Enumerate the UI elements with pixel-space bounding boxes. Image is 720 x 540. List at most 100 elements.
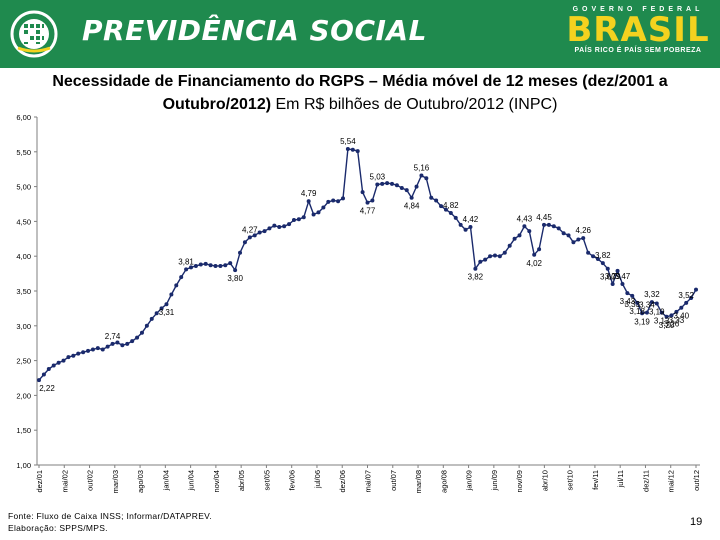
data-point (674, 309, 679, 314)
data-label: 3,40 (674, 312, 690, 321)
data-point (414, 184, 419, 189)
data-point (130, 339, 135, 344)
data-point (37, 378, 41, 383)
y-tick-label: 6,00 (16, 113, 31, 122)
x-tick-label: abr/10 (540, 470, 549, 491)
data-point (424, 176, 429, 181)
data-point (654, 301, 659, 306)
data-point (517, 233, 522, 238)
data-label: 4,27 (242, 225, 258, 234)
x-tick-label: nov/09 (515, 470, 524, 493)
x-tick-label: out/07 (389, 470, 398, 491)
data-point (478, 259, 483, 264)
chart-title-unit: Em R$ bilhões de Outubro/2012 (INPC) (275, 96, 558, 113)
x-tick-label: fev/06 (288, 470, 297, 490)
data-point (458, 222, 463, 227)
data-point (605, 266, 610, 271)
x-tick-label: jun/04 (187, 470, 196, 491)
x-tick-label: set/05 (262, 470, 271, 490)
data-label: 3,32 (644, 290, 660, 299)
data-point (267, 226, 272, 231)
data-label: 3,31 (159, 308, 175, 317)
x-tick-label: mar/03 (111, 470, 120, 493)
data-point (394, 183, 399, 188)
data-point (507, 243, 512, 248)
data-point (492, 253, 497, 258)
series-line (38, 148, 697, 381)
data-point (532, 252, 537, 257)
data-point (282, 224, 287, 229)
data-point (321, 205, 326, 210)
data-point (71, 353, 76, 358)
data-point (90, 347, 95, 352)
data-point (238, 250, 243, 255)
data-label: 3,60 (600, 273, 616, 282)
data-point (640, 311, 645, 316)
data-point (380, 181, 385, 186)
x-tick-label: fev/11 (591, 470, 600, 490)
data-point (488, 254, 493, 259)
data-label: 3,43 (620, 297, 636, 306)
data-point (125, 341, 130, 346)
data-point (473, 266, 478, 271)
y-tick-label: 1,50 (16, 426, 31, 435)
data-point (370, 198, 375, 203)
header-banner: PREVIDÊNCIA SOCIAL GOVERNO FEDERAL BRASI… (0, 0, 720, 68)
x-tick-label: mai/12 (667, 470, 676, 493)
data-label: 4,84 (404, 202, 420, 211)
data-point (630, 293, 635, 298)
data-label: 3,81 (178, 257, 194, 266)
data-label: 3,47 (615, 272, 631, 281)
data-point (600, 261, 605, 266)
data-point (174, 283, 179, 288)
y-tick-label: 3,50 (16, 287, 31, 296)
y-tick-label: 5,50 (16, 148, 31, 157)
y-tick-label: 4,50 (16, 217, 31, 226)
data-point (463, 227, 468, 232)
y-tick-label: 2,50 (16, 357, 31, 366)
data-label: 3,79 (605, 272, 621, 281)
data-point (61, 358, 66, 363)
data-point (179, 275, 184, 280)
data-point (453, 215, 458, 220)
data-point (448, 211, 453, 216)
data-point (434, 198, 439, 203)
data-point (193, 263, 198, 268)
data-point (144, 323, 149, 328)
data-point (443, 207, 448, 212)
data-point (483, 257, 488, 262)
data-label: 3,18 (629, 307, 645, 316)
data-point (95, 346, 100, 351)
data-point (208, 263, 213, 268)
chart-footer: Fonte: Fluxo de Caixa INSS; Informar/DAT… (8, 510, 212, 534)
data-point (120, 343, 125, 348)
y-tick-label: 2,00 (16, 391, 31, 400)
data-point (213, 263, 218, 268)
data-label: 4,02 (526, 259, 542, 268)
x-tick-label: nov/04 (212, 470, 221, 493)
data-point (694, 287, 698, 292)
data-label: 3,33 (624, 300, 640, 309)
data-point (390, 181, 395, 186)
data-label: 4,42 (463, 215, 479, 224)
data-point (360, 190, 365, 195)
data-point (537, 247, 542, 252)
data-point (610, 282, 615, 287)
data-point (566, 233, 571, 238)
x-tick-label: out/12 (692, 470, 701, 491)
data-point (223, 263, 228, 268)
governo-federal-logo: GOVERNO FEDERAL BRASIL PAÍS RICO É PAÍS … (566, 6, 710, 54)
data-point (429, 195, 434, 200)
data-point (571, 240, 576, 245)
data-point (635, 300, 640, 305)
data-point (159, 306, 164, 311)
data-point (649, 300, 654, 305)
data-point (556, 226, 561, 231)
data-point (81, 350, 86, 355)
data-point (375, 182, 380, 187)
data-point (51, 363, 56, 368)
data-point (644, 310, 649, 315)
data-label: 4,45 (536, 213, 552, 222)
data-point (291, 218, 296, 223)
government-slogan: PAÍS RICO É PAÍS SEM POBREZA (574, 47, 702, 54)
